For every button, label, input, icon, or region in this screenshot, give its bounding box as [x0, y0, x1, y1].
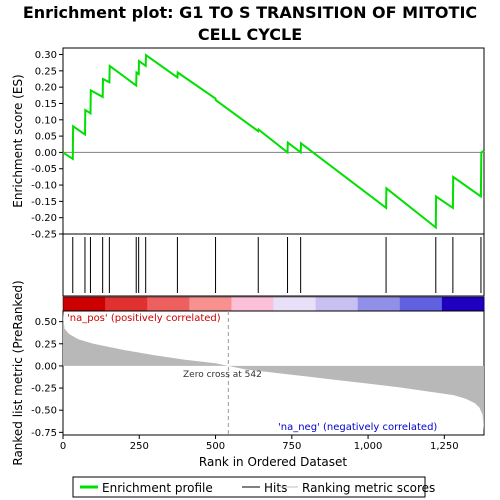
color-bar-segment [399, 297, 443, 311]
chart-title-line2: CELL CYCLE [198, 25, 302, 44]
rank-x-tick-label: 1,250 [430, 441, 459, 452]
legend-ranking-label: Ranking metric scores [302, 481, 435, 495]
color-bar-segment [315, 297, 359, 311]
hits-panel [62, 233, 485, 297]
es-y-tick-label: 0.20 [35, 83, 57, 94]
chart-title: Enrichment plot: G1 TO S TRANSITION OF M… [23, 3, 477, 22]
neg-correlated-label: 'na_neg' (negatively correlated) [278, 422, 437, 433]
top-panel: 0.30 0.25 0.20 0.15 0.10 0.05 0.00 -0.05 -0.10 -0… [11, 47, 485, 241]
hits-panel-frame [62, 233, 485, 297]
color-bar-segment [147, 297, 190, 311]
legend-hits-label: Hits [264, 481, 287, 495]
pos-correlated-label: 'na_pos' (positively correlated) [67, 313, 221, 324]
color-bar-segment [63, 297, 106, 311]
es-y-tick-label: 0.25 [35, 66, 57, 77]
es-y-tick-label: 0.05 [35, 132, 57, 143]
metric-y-tick-label: 0.50 [35, 317, 57, 328]
es-y-tick-label: -0.10 [31, 181, 57, 192]
es-y-tick-label: 0.15 [35, 99, 57, 110]
es-y-axis-label: Enrichment score (ES) [11, 74, 25, 207]
color-bar-segment [189, 297, 232, 311]
color-bar-segment [357, 297, 401, 311]
rank-x-tick-label: 1,000 [354, 441, 383, 452]
metric-y-tick-label: 0.25 [35, 339, 57, 350]
rank-x-tick-label: 500 [206, 441, 225, 452]
color-bar-segment [105, 297, 148, 311]
es-y-tick-label: 0.30 [35, 50, 57, 61]
es-y-tick-label: 0.00 [35, 148, 57, 159]
color-bar-segment [273, 297, 317, 311]
es-y-tick-label: -0.15 [31, 197, 57, 208]
rank-color-bar [62, 296, 485, 312]
es-y-tick-label: -0.25 [31, 230, 57, 241]
hit-lines [72, 237, 482, 293]
zero-cross-label: Zero cross at 542 [183, 370, 262, 380]
color-bar-segment [231, 297, 274, 311]
color-bar-segment [441, 297, 485, 311]
es-y-tick-label: -0.05 [31, 164, 57, 175]
rank-x-axis-label: Rank in Ordered Dataset [199, 455, 347, 469]
es-y-tick-label: -0.20 [31, 213, 57, 224]
es-y-ticks: 0.30 0.25 0.20 0.15 0.10 0.05 0.00 -0.05 -0.10 -0… [31, 50, 63, 241]
es-y-tick-label: 0.10 [35, 115, 57, 126]
metric-y-tick-label: -0.50 [31, 406, 57, 417]
legend-enrichment-label: Enrichment profile [102, 481, 213, 495]
metric-y-tick-label: -0.75 [31, 428, 57, 439]
ranking-metric-area [63, 312, 484, 431]
legend: Enrichment profile Hits Ranking metric s… [72, 476, 435, 498]
metric-y-tick-label: 0.00 [35, 361, 57, 372]
metric-y-axis-label: Ranked list metric (PreRanked) [11, 280, 25, 465]
rank-x-tick-label: 0 [60, 441, 66, 452]
rank-x-tick-label: 250 [130, 441, 149, 452]
enrichment-profile-line [62, 53, 485, 230]
metric-y-tick-label: -0.25 [31, 384, 57, 395]
metric-y-ticks: 0.50 0.25 0.00 -0.25 -0.50 -0.75 [31, 317, 63, 439]
bottom-panel: Zero cross at 542 'na_pos' (positively c… [11, 280, 485, 469]
rank-x-ticks: 0 250 500 750 1,000 1,250 [60, 435, 459, 452]
rank-x-tick-label: 750 [282, 441, 301, 452]
